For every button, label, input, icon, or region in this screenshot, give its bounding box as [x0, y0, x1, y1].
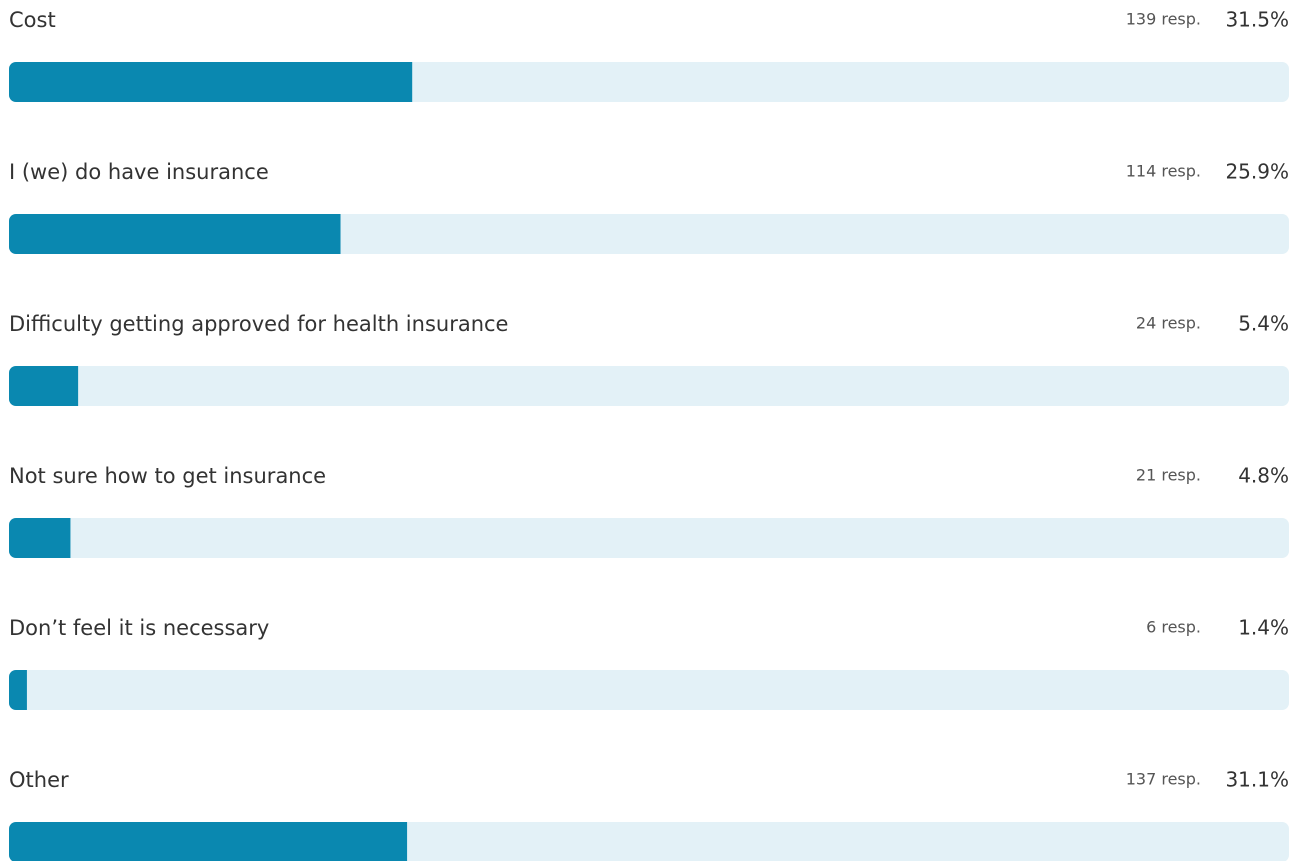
percent-label: 5.4% [1238, 312, 1289, 336]
bar-track [9, 518, 1289, 558]
bar [9, 214, 341, 254]
percent-label: 31.5% [1225, 8, 1289, 32]
percent-label: 4.8% [1238, 464, 1289, 488]
category-label: Don’t feel it is necessary [9, 616, 269, 640]
category-label: Difficulty getting approved for health i… [9, 312, 508, 336]
percent-label: 31.1% [1225, 768, 1289, 792]
response-count: 137 resp. [1126, 770, 1201, 789]
bar [9, 670, 27, 710]
percent-label: 1.4% [1238, 616, 1289, 640]
bar [9, 518, 71, 558]
bar [9, 366, 79, 406]
category-label: Cost [9, 8, 56, 32]
response-count: 114 resp. [1126, 162, 1201, 181]
percent-label: 25.9% [1225, 160, 1289, 184]
category-label: Other [9, 768, 69, 792]
category-label: I (we) do have insurance [9, 160, 269, 184]
bar [9, 62, 413, 102]
bar-track [9, 670, 1289, 710]
response-count: 24 resp. [1136, 314, 1201, 333]
category-label: Not sure how to get insurance [9, 464, 326, 488]
bar-track [9, 366, 1289, 406]
response-count: 21 resp. [1136, 466, 1201, 485]
bar [9, 822, 408, 861]
response-count: 6 resp. [1146, 618, 1201, 637]
response-count: 139 resp. [1126, 10, 1201, 29]
